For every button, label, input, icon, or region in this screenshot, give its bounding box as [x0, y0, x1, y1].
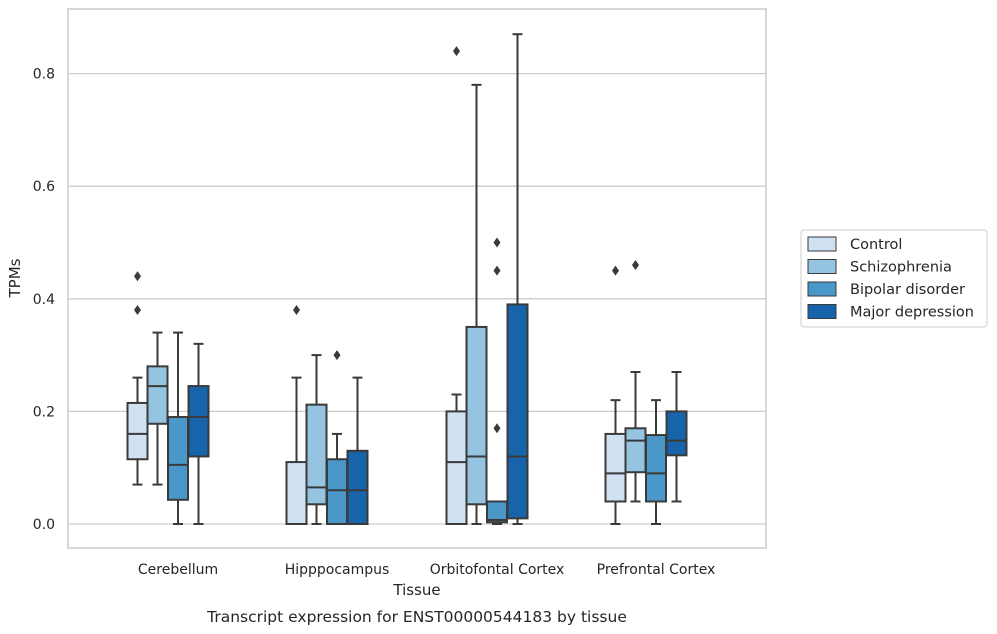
box-body — [346, 449, 369, 525]
box-body — [285, 461, 308, 526]
outlier-point — [134, 271, 141, 282]
box-control — [604, 265, 627, 525]
legend-label: Control — [850, 237, 902, 253]
box-control — [126, 271, 149, 486]
outlier-point — [333, 350, 341, 361]
box-major-depression — [665, 370, 688, 503]
box-major-depression — [346, 376, 369, 525]
y-tick-label: 0.8 — [33, 67, 55, 83]
box-body — [126, 401, 149, 461]
x-tick-labels: Cerebellum Hipppocampus Orbitofontal Corte… — [138, 562, 715, 578]
outlier-point — [293, 305, 300, 316]
box-body — [665, 410, 688, 457]
x-tick-label: Cerebellum — [138, 562, 218, 578]
box-schizophrenia — [146, 331, 169, 486]
box-body — [645, 434, 667, 503]
x-tick-label: Orbitofontal Cortex — [430, 562, 565, 578]
box-body — [167, 416, 189, 501]
box-major-depression — [187, 342, 210, 525]
y-tick-label: 0.0 — [33, 517, 55, 533]
plot-frame — [67, 8, 767, 549]
box-schizophrenia — [624, 260, 647, 503]
y-tick-labels: 0.0 0.2 0.4 0.6 0.8 — [33, 67, 55, 533]
x-tick-label: Hipppocampus — [285, 562, 390, 578]
box-body — [506, 303, 529, 520]
legend-swatch — [807, 259, 837, 274]
legend-swatch — [807, 304, 837, 319]
box-major-depression — [506, 33, 529, 525]
outlier-point — [134, 305, 141, 316]
legend-label: Schizophrenia — [850, 260, 952, 276]
legend-swatch — [807, 281, 837, 297]
outlier-point — [493, 265, 501, 276]
chart-caption: Transcript expression for ENST0000054418… — [206, 608, 627, 626]
outlier-point — [612, 265, 619, 276]
box-body — [465, 325, 488, 506]
box-schizophrenia — [465, 83, 488, 525]
box-body — [624, 427, 647, 474]
box-bipolar-disorder — [486, 237, 508, 525]
outlier-point — [493, 237, 501, 248]
y-tick-label: 0.6 — [33, 179, 55, 195]
legend-frame — [800, 229, 988, 328]
legend-swatch — [807, 236, 837, 252]
box-body — [604, 432, 627, 503]
box-control — [445, 46, 468, 525]
y-axis-label: TPMs — [6, 258, 24, 298]
box-bipolar-disorder — [645, 399, 667, 525]
box-body — [326, 458, 348, 526]
x-axis-label: Tissue — [392, 581, 440, 599]
legend-label: Bipolar disorder — [850, 282, 965, 298]
x-tick-label: Prefrontal Cortex — [597, 562, 716, 578]
outlier-point — [632, 260, 639, 271]
boxes — [126, 33, 688, 526]
box-bipolar-disorder — [326, 350, 348, 526]
box-bipolar-disorder — [167, 331, 189, 525]
outlier-point — [493, 423, 501, 434]
box-body — [445, 410, 468, 525]
outlier-point — [453, 46, 460, 57]
y-tick-label: 0.4 — [33, 292, 55, 308]
gridlines — [68, 72, 766, 525]
box-body — [146, 365, 169, 425]
box-body — [187, 385, 210, 458]
box-control — [285, 305, 308, 526]
box-schizophrenia — [305, 354, 328, 525]
box-body — [305, 403, 328, 506]
legend: Control Schizophrenia Bipolar disorder Majo… — [800, 229, 988, 328]
legend-label: Major depression — [850, 305, 974, 321]
y-tick-label: 0.2 — [33, 404, 55, 420]
